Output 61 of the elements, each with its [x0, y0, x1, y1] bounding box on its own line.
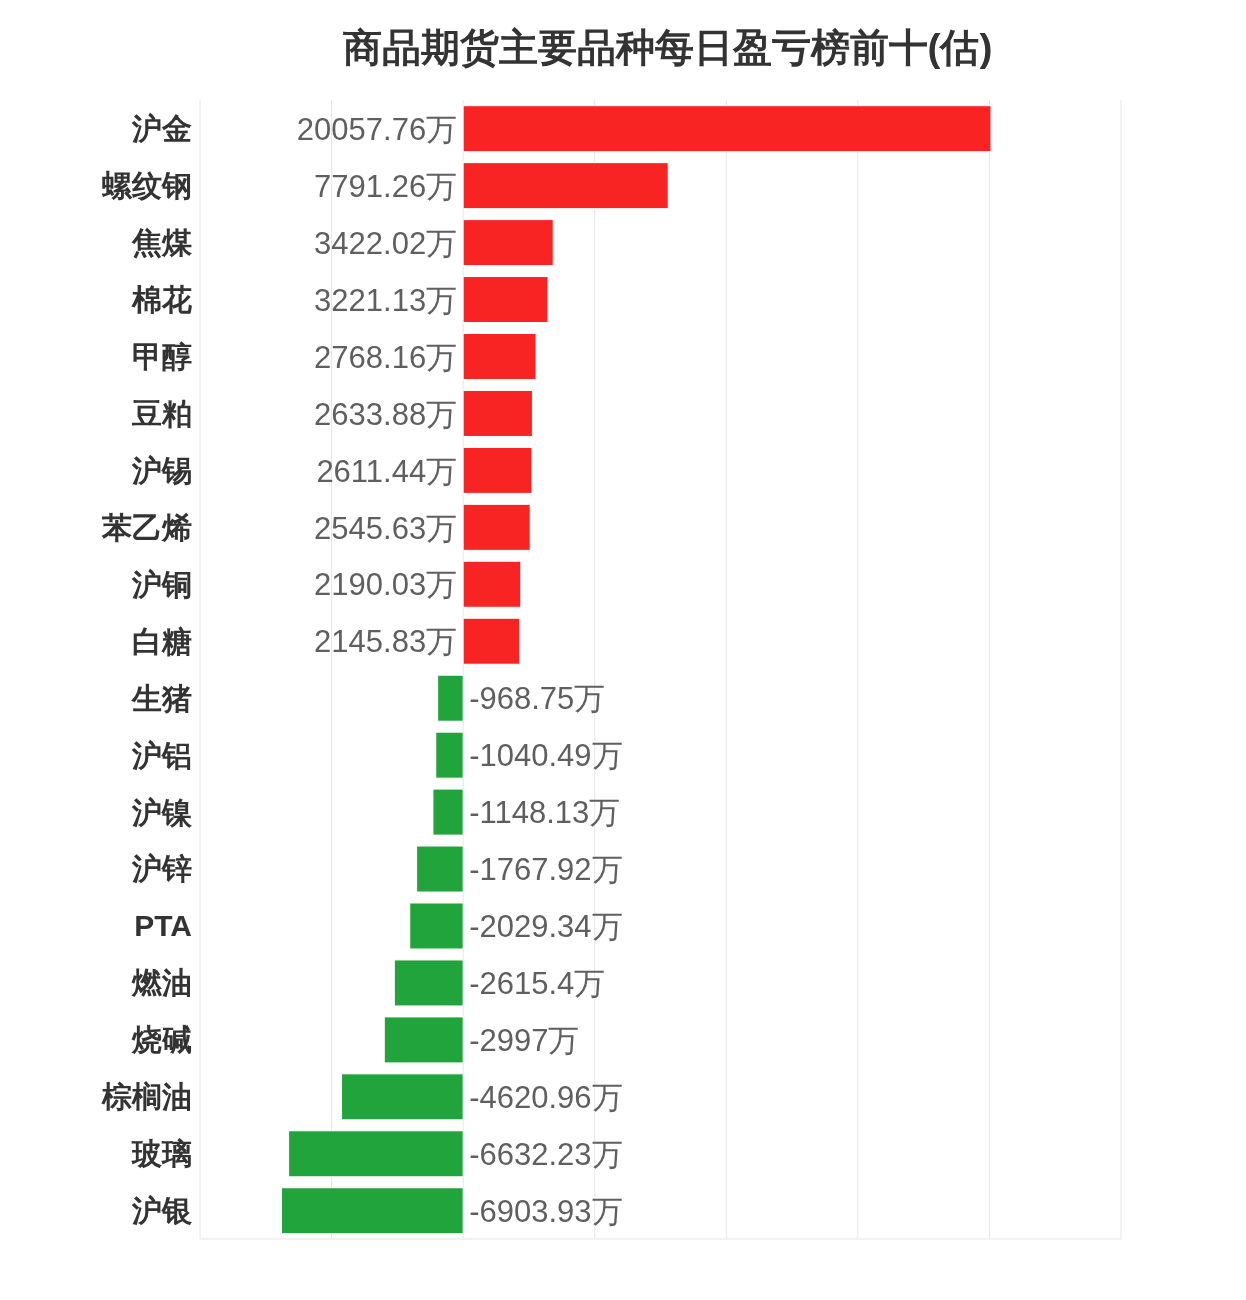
data-label: 2768.16万: [314, 339, 458, 375]
y-tick-label: 白糖: [132, 624, 192, 658]
data-label: 2145.83万: [314, 624, 458, 660]
bar: [280, 1187, 464, 1235]
chart-title: 商品期货主要品种每日盈亏榜前十(估): [341, 25, 994, 71]
y-tick-label: 苯乙烯: [101, 510, 192, 544]
y-tick-label: 螺纹钢: [101, 169, 192, 203]
data-label: -6632.23万: [469, 1136, 623, 1172]
bar: [341, 1073, 464, 1121]
bar: [288, 1130, 464, 1178]
bar: [437, 674, 464, 722]
y-tick-label: 生猪: [131, 681, 192, 715]
bar: [432, 788, 464, 836]
data-label: -2029.34万: [469, 909, 623, 945]
data-label: 3221.13万: [314, 282, 458, 318]
bar: [462, 333, 537, 380]
y-tick-label: 棉花: [131, 282, 192, 316]
bar: [462, 162, 669, 210]
bar: [462, 219, 554, 267]
y-tick-label: 沪锌: [131, 852, 192, 886]
y-tick-label: 沪铜: [131, 567, 192, 601]
y-tick-label: 焦煤: [131, 226, 192, 260]
bar: [409, 902, 464, 950]
data-label: -1148.13万: [469, 795, 621, 831]
y-tick-label: 玻璃: [131, 1137, 192, 1171]
data-label: 2633.88万: [314, 396, 458, 432]
bar: [393, 959, 464, 1007]
y-tick-label: 烧碱: [131, 1023, 192, 1057]
bar: [462, 105, 992, 153]
data-label: -4620.96万: [469, 1080, 623, 1115]
y-tick-label: 沪镍: [131, 795, 193, 829]
data-label: -2997万: [469, 1023, 580, 1059]
data-label: 2545.63万: [314, 510, 458, 546]
bar: [462, 446, 533, 494]
y-tick-label: 沪银: [131, 1194, 192, 1228]
data-label: 3422.02万: [314, 225, 458, 261]
y-tick-label: 豆粕: [131, 396, 192, 430]
y-tick-label: 燃油: [131, 966, 192, 1000]
y-tick-label: PTA: [134, 909, 192, 943]
y-tick-label: 沪锡: [131, 453, 192, 487]
data-label: -6903.93万: [469, 1193, 623, 1229]
data-label: 20057.76万: [296, 111, 458, 147]
bar: [462, 617, 521, 665]
bar: [462, 503, 531, 551]
data-label: -1767.92万: [469, 852, 623, 888]
bar: [462, 276, 549, 324]
data-label: -2615.4万: [469, 966, 606, 1002]
y-tick-label: 沪铝: [131, 738, 192, 772]
y-tick-label: 沪金: [131, 112, 192, 146]
data-label: 2611.44万: [316, 453, 458, 489]
data-label: -968.75万: [469, 681, 606, 717]
bar: [462, 389, 533, 437]
data-label: -1040.49万: [469, 738, 623, 774]
y-tick-label: 甲醇: [132, 339, 192, 373]
data-label: 7791.26万: [314, 168, 458, 204]
data-label: 2190.03万: [314, 567, 458, 603]
bar: [435, 731, 464, 779]
bar: [383, 1016, 464, 1064]
bar: [416, 845, 464, 893]
y-tick-label: 棕榈油: [101, 1080, 192, 1114]
bar: [462, 560, 522, 608]
